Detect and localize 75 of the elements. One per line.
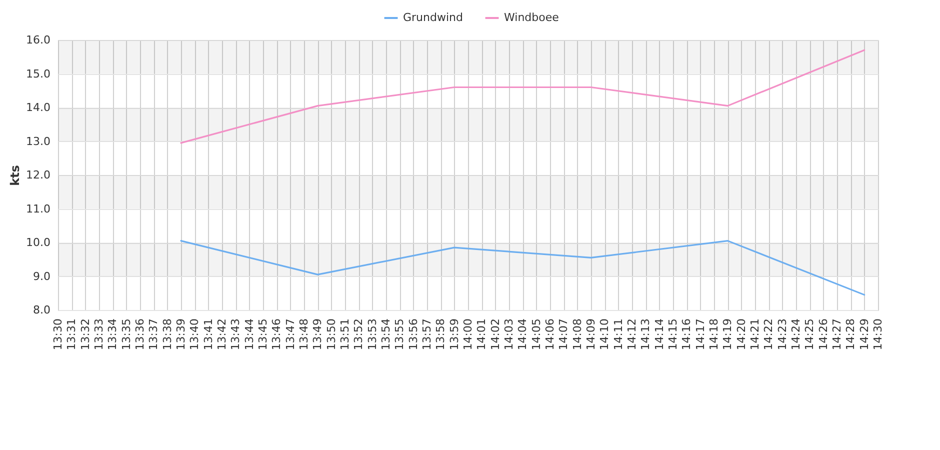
x-tick-label: 13:38 [160,318,174,350]
legend-label: Windboee [504,11,560,24]
x-tick-label: 13:45 [256,318,270,350]
x-tick-label: 13:42 [216,318,228,350]
legend-label: Grundwind [403,11,463,24]
x-tick-label: 14:03 [502,318,516,350]
y-tick-label: 15.0 [26,67,50,80]
x-tick-label: 13:50 [324,318,338,350]
x-tick-label: 14:27 [830,318,844,350]
y-tick-label: 13.0 [26,134,50,148]
y-tick-label: 8.0 [33,304,50,316]
x-tick-label: 14:16 [680,318,694,350]
x-tick-label: 14:22 [762,318,776,350]
x-tick-label: 13:57 [420,318,434,350]
x-tick-label: 13:37 [147,318,160,350]
x-tick-label: 13:35 [120,318,133,350]
y-axis-title: kts [8,165,22,186]
x-tick-label: 13:58 [434,318,448,350]
x-tick-label: 14:11 [612,318,625,350]
line-series [180,240,866,296]
y-tick-label: 14.0 [26,101,50,114]
x-tick-label: 14:12 [626,318,638,350]
x-tick-label: 14:04 [516,318,530,350]
x-tick-label: 13:51 [338,318,352,350]
x-tick-label: 14:14 [652,318,666,350]
x-tick-label: 14:01 [475,318,488,350]
y-tick-label: 11.0 [26,202,50,216]
y-tick-label: 16.0 [26,34,50,46]
x-tick-label: 13:44 [242,318,256,350]
x-tick-label: 14:13 [639,318,652,350]
x-tick-label: 13:55 [393,318,406,350]
x-tick-label: 14:29 [858,318,871,350]
x-tick-label: 14:09 [584,318,598,350]
x-tick-label: 13:54 [380,318,392,350]
x-tick-label: 13:52 [352,318,366,350]
x-tick-label: 13:32 [78,318,92,350]
x-tick-label: 14:06 [544,318,556,350]
x-tick-label: 14:25 [803,318,816,350]
x-tick-label: 13:34 [106,318,120,350]
x-tick-label: 13:36 [134,318,146,350]
x-tick-label: 14:19 [721,318,734,350]
x-tick-label: 13:49 [311,318,324,350]
x-tick-label: 13:39 [174,318,188,350]
x-tick-label: 14:10 [598,318,612,350]
x-tick-label: 14:18 [708,318,720,350]
x-tick-label: 13:41 [202,318,215,350]
x-tick-label: 13:31 [65,318,78,350]
y-tick-label: 10.0 [26,236,50,249]
x-tick-label: 14:07 [557,318,570,350]
x-tick-label: 14:20 [734,318,748,350]
x-tick-label: 14:21 [748,318,762,350]
x-tick-label: 14:17 [694,318,707,350]
x-tick-label: 14:24 [790,318,802,350]
x-tick-label: 13:46 [270,318,284,350]
x-tick-label: 13:48 [298,318,310,350]
y-tick-label: 9.0 [33,270,50,283]
x-tick-label: 13:56 [406,318,420,350]
y-tick-label: 12.0 [26,168,50,182]
x-tick-label: 14:28 [844,318,858,350]
x-tick-label: 14:00 [462,318,474,350]
x-tick-label: 14:05 [530,318,543,350]
x-tick-label: 13:47 [284,318,297,350]
x-tick-label: 13:40 [188,318,202,350]
x-tick-label: 14:08 [570,318,584,350]
x-tick-label: 14:15 [666,318,680,350]
line-series [180,49,866,144]
x-tick-label: 13:53 [366,318,379,350]
x-tick-label: 13:59 [448,318,461,350]
x-tick-label: 13:30 [52,318,64,350]
x-tick-label: 14:26 [816,318,830,350]
x-tick-label: 14:30 [872,318,884,350]
x-tick-label: 13:43 [229,318,242,350]
x-tick-label: 14:23 [776,318,789,350]
x-tick-label: 14:02 [488,318,502,350]
x-tick-label: 13:33 [92,318,106,350]
